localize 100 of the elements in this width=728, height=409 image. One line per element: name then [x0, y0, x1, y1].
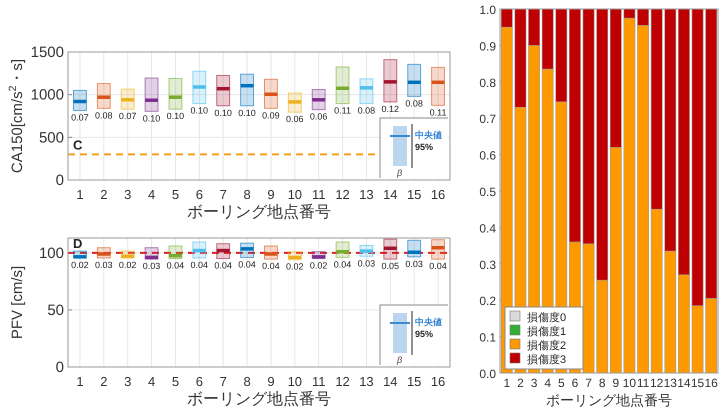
x-tick-label: 13 [359, 374, 374, 389]
text: 0.04 [334, 259, 352, 270]
x-tick-label: 14 [383, 374, 398, 389]
x-tick-label: 3 [124, 187, 132, 202]
x-tick-label: 7 [220, 374, 227, 389]
x-tick-label: 1 [76, 187, 84, 202]
x-tick-label: 13 [359, 187, 374, 202]
x-tick-label: 16 [430, 187, 446, 202]
text: 0.06 [310, 112, 328, 122]
y-tick-label: 0.1 [479, 330, 496, 345]
text: 0.08 [405, 98, 423, 108]
x-tick-label: 4 [148, 187, 156, 202]
x-tick-label: 12 [335, 187, 350, 202]
text: 0.03 [142, 261, 160, 272]
text: 0.10 [238, 108, 256, 118]
legend-label: 損傷度3 [527, 353, 566, 366]
text: 0.10 [190, 106, 208, 116]
x-tick-label: 7 [220, 187, 227, 202]
x-tick-label: 11 [636, 376, 650, 390]
text: 0.04 [166, 260, 184, 271]
text: 0.08 [358, 106, 376, 116]
x-tick-label: 2 [100, 187, 108, 202]
y-tick-label: 1000 [30, 86, 64, 104]
text: 0.02 [71, 260, 89, 270]
y-tick-label: 100 [38, 244, 64, 262]
text: 0.02 [310, 260, 328, 271]
x-tick-label: 6 [196, 374, 203, 389]
x-tick-label: 4 [148, 374, 156, 389]
text: 0.07 [71, 112, 89, 122]
text: 0.08 [95, 110, 113, 120]
text: 0.10 [142, 113, 160, 124]
x-tick-label: 5 [172, 187, 180, 202]
text: 0.04 [262, 261, 280, 272]
x-tick-label: 11 [312, 187, 326, 202]
x-tick-label: 9 [267, 374, 275, 389]
x-tick-label: 6 [572, 376, 579, 390]
x-tick-label: 12 [650, 376, 664, 390]
text: 0.03 [95, 260, 113, 270]
y-tick-label: 0.3 [479, 258, 496, 272]
x-tick-label: 2 [517, 376, 524, 390]
text: 0.10 [166, 111, 184, 122]
text: 0.04 [214, 260, 232, 271]
y-tick-label: 0.6 [479, 148, 496, 163]
annotation: β [396, 355, 402, 365]
text: 0.09 [262, 110, 280, 120]
text: 0.07 [118, 111, 136, 122]
x-axis-title: ボーリング地点番号 [546, 392, 672, 408]
annotation: 中央値 [415, 130, 442, 140]
x-tick-label: 5 [172, 374, 180, 389]
text: 0.11 [334, 106, 351, 116]
x-tick-label: 5 [558, 376, 565, 390]
y-tick-label: 0.5 [479, 185, 496, 199]
text: 0.03 [358, 258, 376, 268]
y-tick-label: 0.8 [479, 76, 496, 90]
x-tick-label: 11 [312, 374, 326, 389]
y-tick-label: 0.9 [479, 39, 496, 54]
text: 0.02 [286, 262, 304, 272]
x-tick-label: 4 [544, 376, 552, 390]
text: 0.11 [430, 107, 446, 118]
x-tick-label: 13 [664, 376, 678, 390]
annotation: 95% [415, 329, 434, 339]
text: 0.06 [286, 114, 304, 124]
y-tick-label: 500 [38, 129, 64, 146]
legend-label: 損傷度0 [527, 311, 566, 324]
x-tick-label: 9 [267, 187, 275, 202]
x-tick-label: 7 [585, 376, 592, 390]
x-tick-label: 1 [503, 376, 510, 390]
x-tick-label: 15 [690, 376, 705, 390]
text: 0.05 [382, 261, 400, 272]
text: 0.04 [190, 260, 208, 270]
x-tick-label: 2 [100, 374, 108, 389]
x-tick-label: 15 [406, 187, 422, 202]
text: 0.12 [382, 104, 400, 114]
text: 0.02 [118, 260, 136, 270]
x-tick-label: 3 [530, 376, 538, 390]
x-tick-label: 9 [612, 376, 620, 390]
x-tick-label: 8 [243, 374, 251, 389]
text: 0.04 [238, 259, 256, 270]
ref-line-label: C [73, 137, 83, 152]
y-tick-label: 0.4 [479, 221, 496, 236]
x-tick-label: 14 [677, 376, 691, 390]
x-tick-label: 3 [124, 374, 132, 389]
y-tick-label: 50 [47, 302, 64, 319]
y-axis-title: PFV [cm/s] [9, 266, 26, 340]
x-tick-label: 16 [704, 376, 718, 390]
text: 0.03 [405, 258, 423, 269]
y-tick-label: 0.0 [479, 367, 496, 381]
x-tick-label: 8 [243, 187, 251, 202]
ref-line-label: D [73, 236, 82, 251]
annotation: β [396, 168, 402, 178]
x-tick-label: 6 [196, 187, 203, 202]
x-tick-label: 10 [288, 374, 302, 389]
x-tick-label: 1 [76, 374, 84, 389]
x-tick-label: 10 [288, 187, 302, 202]
x-tick-label: 10 [622, 376, 636, 390]
y-tick-label: 0 [56, 172, 64, 189]
y-tick-label: 1.0 [479, 3, 496, 17]
legend-label: 損傷度1 [527, 325, 566, 338]
text: 0.10 [214, 108, 232, 118]
y-tick-label: 0 [56, 359, 64, 376]
